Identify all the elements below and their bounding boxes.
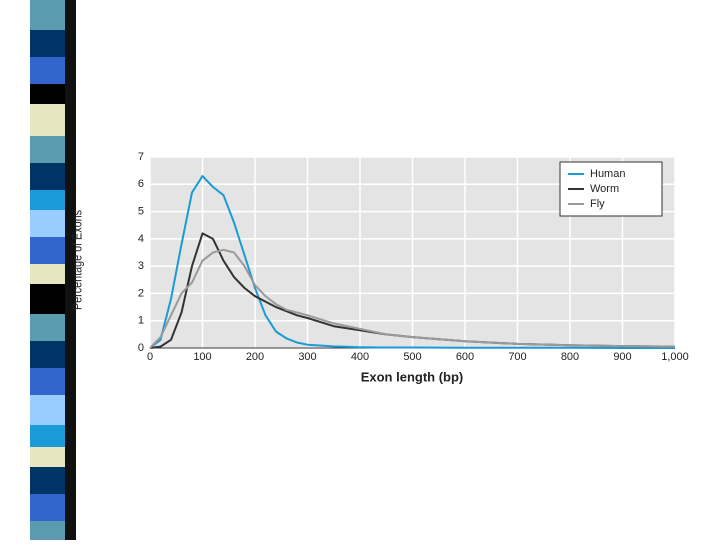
legend-label: Worm bbox=[590, 183, 619, 195]
y-axis-label: Percentage of Exons bbox=[69, 210, 84, 310]
x-tick-label: 0 bbox=[147, 351, 153, 363]
y-tick-label: 1 bbox=[138, 315, 144, 327]
legend-label: Human bbox=[590, 168, 625, 180]
x-tick-label: 700 bbox=[508, 351, 526, 363]
y-tick-label: 2 bbox=[138, 287, 144, 299]
y-tick-label: 7 bbox=[138, 151, 144, 163]
legend-label: Fly bbox=[590, 198, 605, 210]
y-tick-label: 3 bbox=[138, 260, 144, 272]
y-tick-label: 5 bbox=[138, 205, 144, 217]
series-line bbox=[149, 248, 676, 349]
series-line bbox=[149, 175, 675, 349]
x-tick-label: 600 bbox=[456, 351, 474, 363]
x-tick-label: 300 bbox=[298, 351, 316, 363]
y-tick-label: 6 bbox=[138, 178, 144, 190]
decorative-stripe bbox=[30, 0, 76, 540]
x-tick-label: 900 bbox=[613, 351, 631, 363]
x-tick-label: 500 bbox=[403, 351, 421, 363]
y-tick-label: 4 bbox=[138, 233, 144, 245]
x-axis-label: Exon length (bp) bbox=[361, 369, 464, 384]
x-tick-label: 200 bbox=[246, 351, 264, 363]
x-tick-label: 100 bbox=[193, 351, 211, 363]
x-tick-label: 1,000 bbox=[661, 351, 689, 363]
x-tick-label: 800 bbox=[561, 351, 579, 363]
x-tick-label: 400 bbox=[351, 351, 369, 363]
y-tick-label: 0 bbox=[138, 342, 144, 354]
